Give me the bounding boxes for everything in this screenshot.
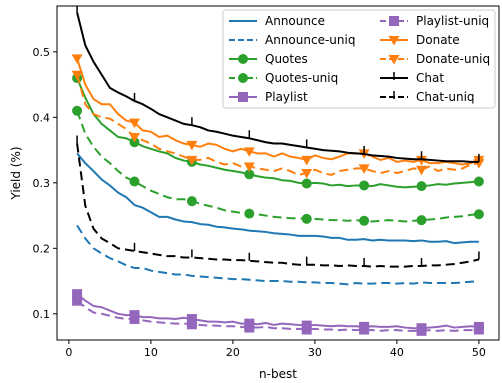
data-point <box>359 180 370 191</box>
data-point <box>72 289 83 300</box>
y-tick-label: 0.5 <box>33 46 51 59</box>
data-point <box>129 314 140 325</box>
legend-frame <box>222 9 496 109</box>
series-layer <box>71 6 485 336</box>
data-point <box>186 319 197 330</box>
series-chat-uniq <box>76 135 480 268</box>
x-axis-label: n-best <box>259 367 297 381</box>
data-point <box>72 295 83 306</box>
data-point <box>416 181 427 192</box>
data-point <box>301 169 313 179</box>
data-point <box>416 215 427 226</box>
legend-marker <box>389 16 399 26</box>
legend-marker <box>238 54 248 64</box>
data-point <box>243 162 255 172</box>
data-point <box>301 324 312 335</box>
series-line-chat <box>76 12 479 163</box>
series-line-chat-uniq <box>76 143 480 268</box>
data-point <box>243 147 255 157</box>
y-tick-label: 0.3 <box>33 177 51 190</box>
series-line-playlist <box>76 293 479 330</box>
legend-label: Quotes <box>265 52 308 66</box>
series-chat <box>76 6 480 163</box>
data-point <box>301 178 312 189</box>
y-tick-label: 0.1 <box>33 308 51 321</box>
series-playlist-uniq <box>72 295 484 336</box>
series-line-donate-uniq <box>76 74 480 176</box>
legend-marker <box>388 55 400 65</box>
y-axis-label: Yield (%) <box>9 146 23 200</box>
data-point <box>72 105 83 116</box>
y-axis: 0.1 0.2 0.3 0.4 0.5 <box>33 46 57 321</box>
legend-marker <box>238 73 248 83</box>
legend-item-quotes: Quotes <box>229 52 308 66</box>
series-line-playlist-uniq <box>76 299 479 332</box>
x-axis: 0 10 20 30 40 50 <box>65 340 486 359</box>
data-point <box>416 165 428 176</box>
data-point <box>186 140 198 151</box>
legend-label: Playlist-uniq <box>416 14 489 28</box>
legend-item-quotes-uniq: Quotes-uniq <box>229 71 338 85</box>
legend-label: Donate-uniq <box>416 52 490 66</box>
y-tick-label: 0.2 <box>33 242 51 255</box>
series-quotes <box>72 73 484 192</box>
series-announce-uniq <box>76 224 479 286</box>
legend-label: Chat <box>416 71 444 85</box>
legend-item-announce: Announce <box>229 14 325 28</box>
data-point <box>473 176 484 187</box>
legend-label: Chat-uniq <box>416 90 475 104</box>
legend-label: Announce <box>265 14 325 28</box>
x-tick-label: 30 <box>308 346 322 359</box>
legend-label: Donate <box>416 33 460 47</box>
legend-item-donate: Donate <box>380 33 460 47</box>
data-point <box>416 325 427 336</box>
series-line-quotes-uniq <box>76 110 479 223</box>
legend-marker <box>388 36 400 46</box>
legend-item-playlist: Playlist <box>229 90 308 104</box>
series-line-donate <box>76 58 480 166</box>
legend-label: Quotes-uniq <box>265 71 338 85</box>
series-quotes-uniq <box>72 105 484 226</box>
x-tick-label: 40 <box>390 346 404 359</box>
data-point <box>301 213 312 224</box>
series-line-announce-uniq <box>76 224 479 286</box>
x-tick-label: 20 <box>226 346 240 359</box>
data-point <box>186 314 197 325</box>
series-announce <box>76 152 479 245</box>
legend-item-donate-uniq: Donate-uniq <box>380 52 490 66</box>
legend-item-chat: Chat <box>380 71 444 85</box>
legend-item-announce-uniq: Announce-uniq <box>229 33 355 47</box>
data-point <box>301 155 313 166</box>
legend-label: Playlist <box>265 90 308 104</box>
data-point <box>358 164 370 174</box>
data-point <box>473 209 484 220</box>
x-tick-label: 50 <box>472 346 486 359</box>
data-point <box>129 176 140 187</box>
data-point <box>71 70 83 81</box>
legend-marker <box>238 92 248 102</box>
series-line-announce <box>76 152 479 245</box>
series-line-quotes <box>76 77 479 189</box>
data-point <box>128 132 140 143</box>
data-point <box>359 215 370 226</box>
data-point <box>186 155 198 166</box>
legend: Announce Announce-uniq Quotes Quotes-uniq Pl… <box>222 9 496 109</box>
plot-area <box>71 6 485 336</box>
y-tick-label: 0.4 <box>33 111 51 124</box>
data-point <box>186 196 197 207</box>
plot-frame <box>56 5 500 341</box>
data-point <box>473 324 484 335</box>
data-point <box>71 54 83 64</box>
data-point <box>244 208 255 219</box>
legend-item-playlist-uniq: Playlist-uniq <box>380 14 489 28</box>
legend-label: Announce-uniq <box>265 33 355 47</box>
legend-item-chat-uniq: Chat-uniq <box>380 90 475 104</box>
data-point <box>128 118 140 129</box>
data-point <box>244 169 255 180</box>
data-point <box>359 324 370 335</box>
x-tick-label: 10 <box>144 346 158 359</box>
data-point <box>244 322 255 333</box>
x-tick-label: 0 <box>65 346 72 359</box>
